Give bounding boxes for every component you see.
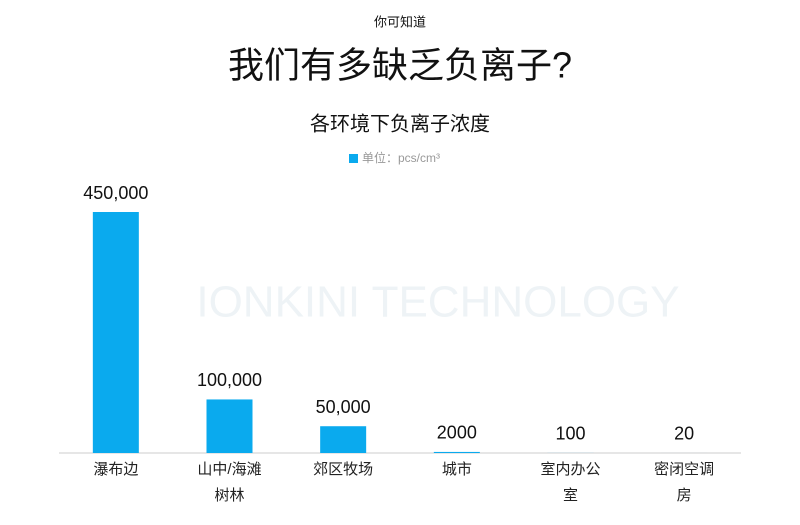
chart-subtitle: 各环境下负离子浓度	[310, 112, 490, 135]
x-tick-label: 城市	[441, 461, 472, 478]
value-label: 100	[555, 424, 585, 444]
bar	[206, 399, 253, 453]
bar	[433, 451, 480, 453]
value-label: 50,000	[316, 397, 371, 417]
value-label: 450,000	[83, 183, 148, 203]
x-tick-label: 室内办公室	[540, 461, 601, 504]
x-tick-label: 山中/海滩树林	[197, 461, 262, 504]
chart-title: 我们有多缺乏负离子?	[228, 45, 572, 86]
legend-swatch	[349, 154, 358, 163]
x-tick-label: 郊区牧场	[313, 461, 374, 478]
x-tick-label: 密闭空调房	[654, 461, 715, 504]
x-tick-label: 瀑布边	[93, 461, 139, 478]
value-label: 20	[674, 424, 694, 444]
legend-label: 单位：pcs/cm³	[362, 150, 440, 165]
bar	[320, 426, 367, 453]
value-label: 100,000	[197, 370, 262, 390]
value-label: 2000	[437, 423, 477, 443]
supertitle: 你可知道	[374, 14, 426, 29]
watermark: IONKINI TECHNOLOGY	[196, 278, 679, 327]
bar	[92, 212, 139, 453]
